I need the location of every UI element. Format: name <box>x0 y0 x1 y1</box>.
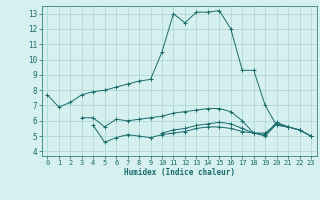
X-axis label: Humidex (Indice chaleur): Humidex (Indice chaleur) <box>124 168 235 177</box>
